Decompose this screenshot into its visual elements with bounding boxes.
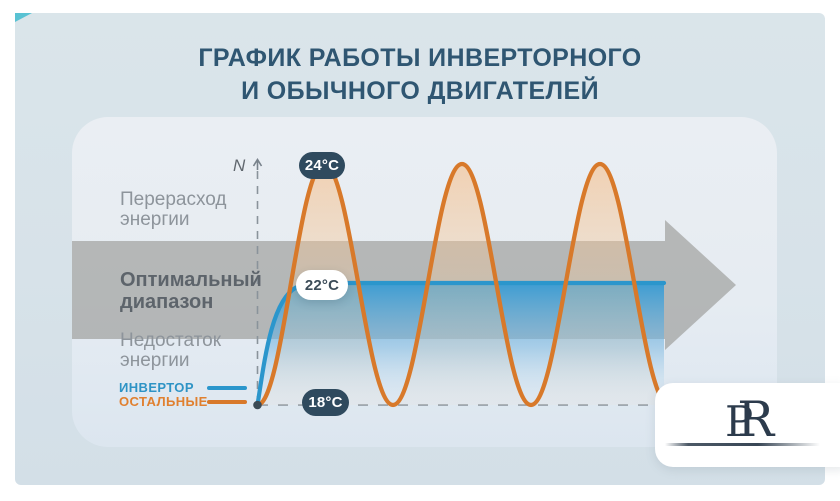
legend-row-inverter: ИНВЕРТОР [119, 380, 247, 395]
watermark-card: PR [655, 383, 840, 467]
zone-label-energy-lack: Недостаток энергии [120, 330, 222, 371]
logo-underline [665, 443, 820, 446]
legend: ИНВЕРТОР ОСТАЛЬНЫЕ [119, 380, 247, 409]
legend-label-inverter: ИНВЕРТОР [119, 380, 194, 395]
y-axis-arrow-icon [252, 157, 263, 170]
temp-badge-18: 18°C [302, 389, 349, 416]
zone-label-overconsumption: Перерасход энергии [120, 189, 227, 230]
legend-label-others: ОСТАЛЬНЫЕ [119, 394, 208, 409]
logo-letter-p: P [725, 397, 754, 446]
temp-badge-22: 22°C [296, 270, 348, 300]
legend-line-inverter [207, 385, 247, 390]
origin-point [253, 400, 262, 410]
page-title: ГРАФИК РАБОТЫ ИНВЕРТОРНОГО И ОБЫЧНОГО ДВ… [0, 42, 840, 108]
title-line-1: ГРАФИК РАБОТЫ ИНВЕРТОРНОГО [198, 44, 642, 72]
legend-row-others: ОСТАЛЬНЫЕ [119, 394, 247, 409]
corner-accent [15, 13, 32, 22]
zone-label-optimal-range: Оптимальный диапазон [120, 269, 262, 313]
legend-line-others [207, 399, 247, 404]
title-line-2: И ОБЫЧНОГО ДВИГАТЕЛЕЙ [241, 77, 599, 105]
logo-letter-r: R [737, 391, 775, 448]
y-axis-label: N [233, 156, 246, 175]
pr-logo: PR [725, 395, 774, 444]
temp-badge-24: 24°C [299, 152, 345, 179]
